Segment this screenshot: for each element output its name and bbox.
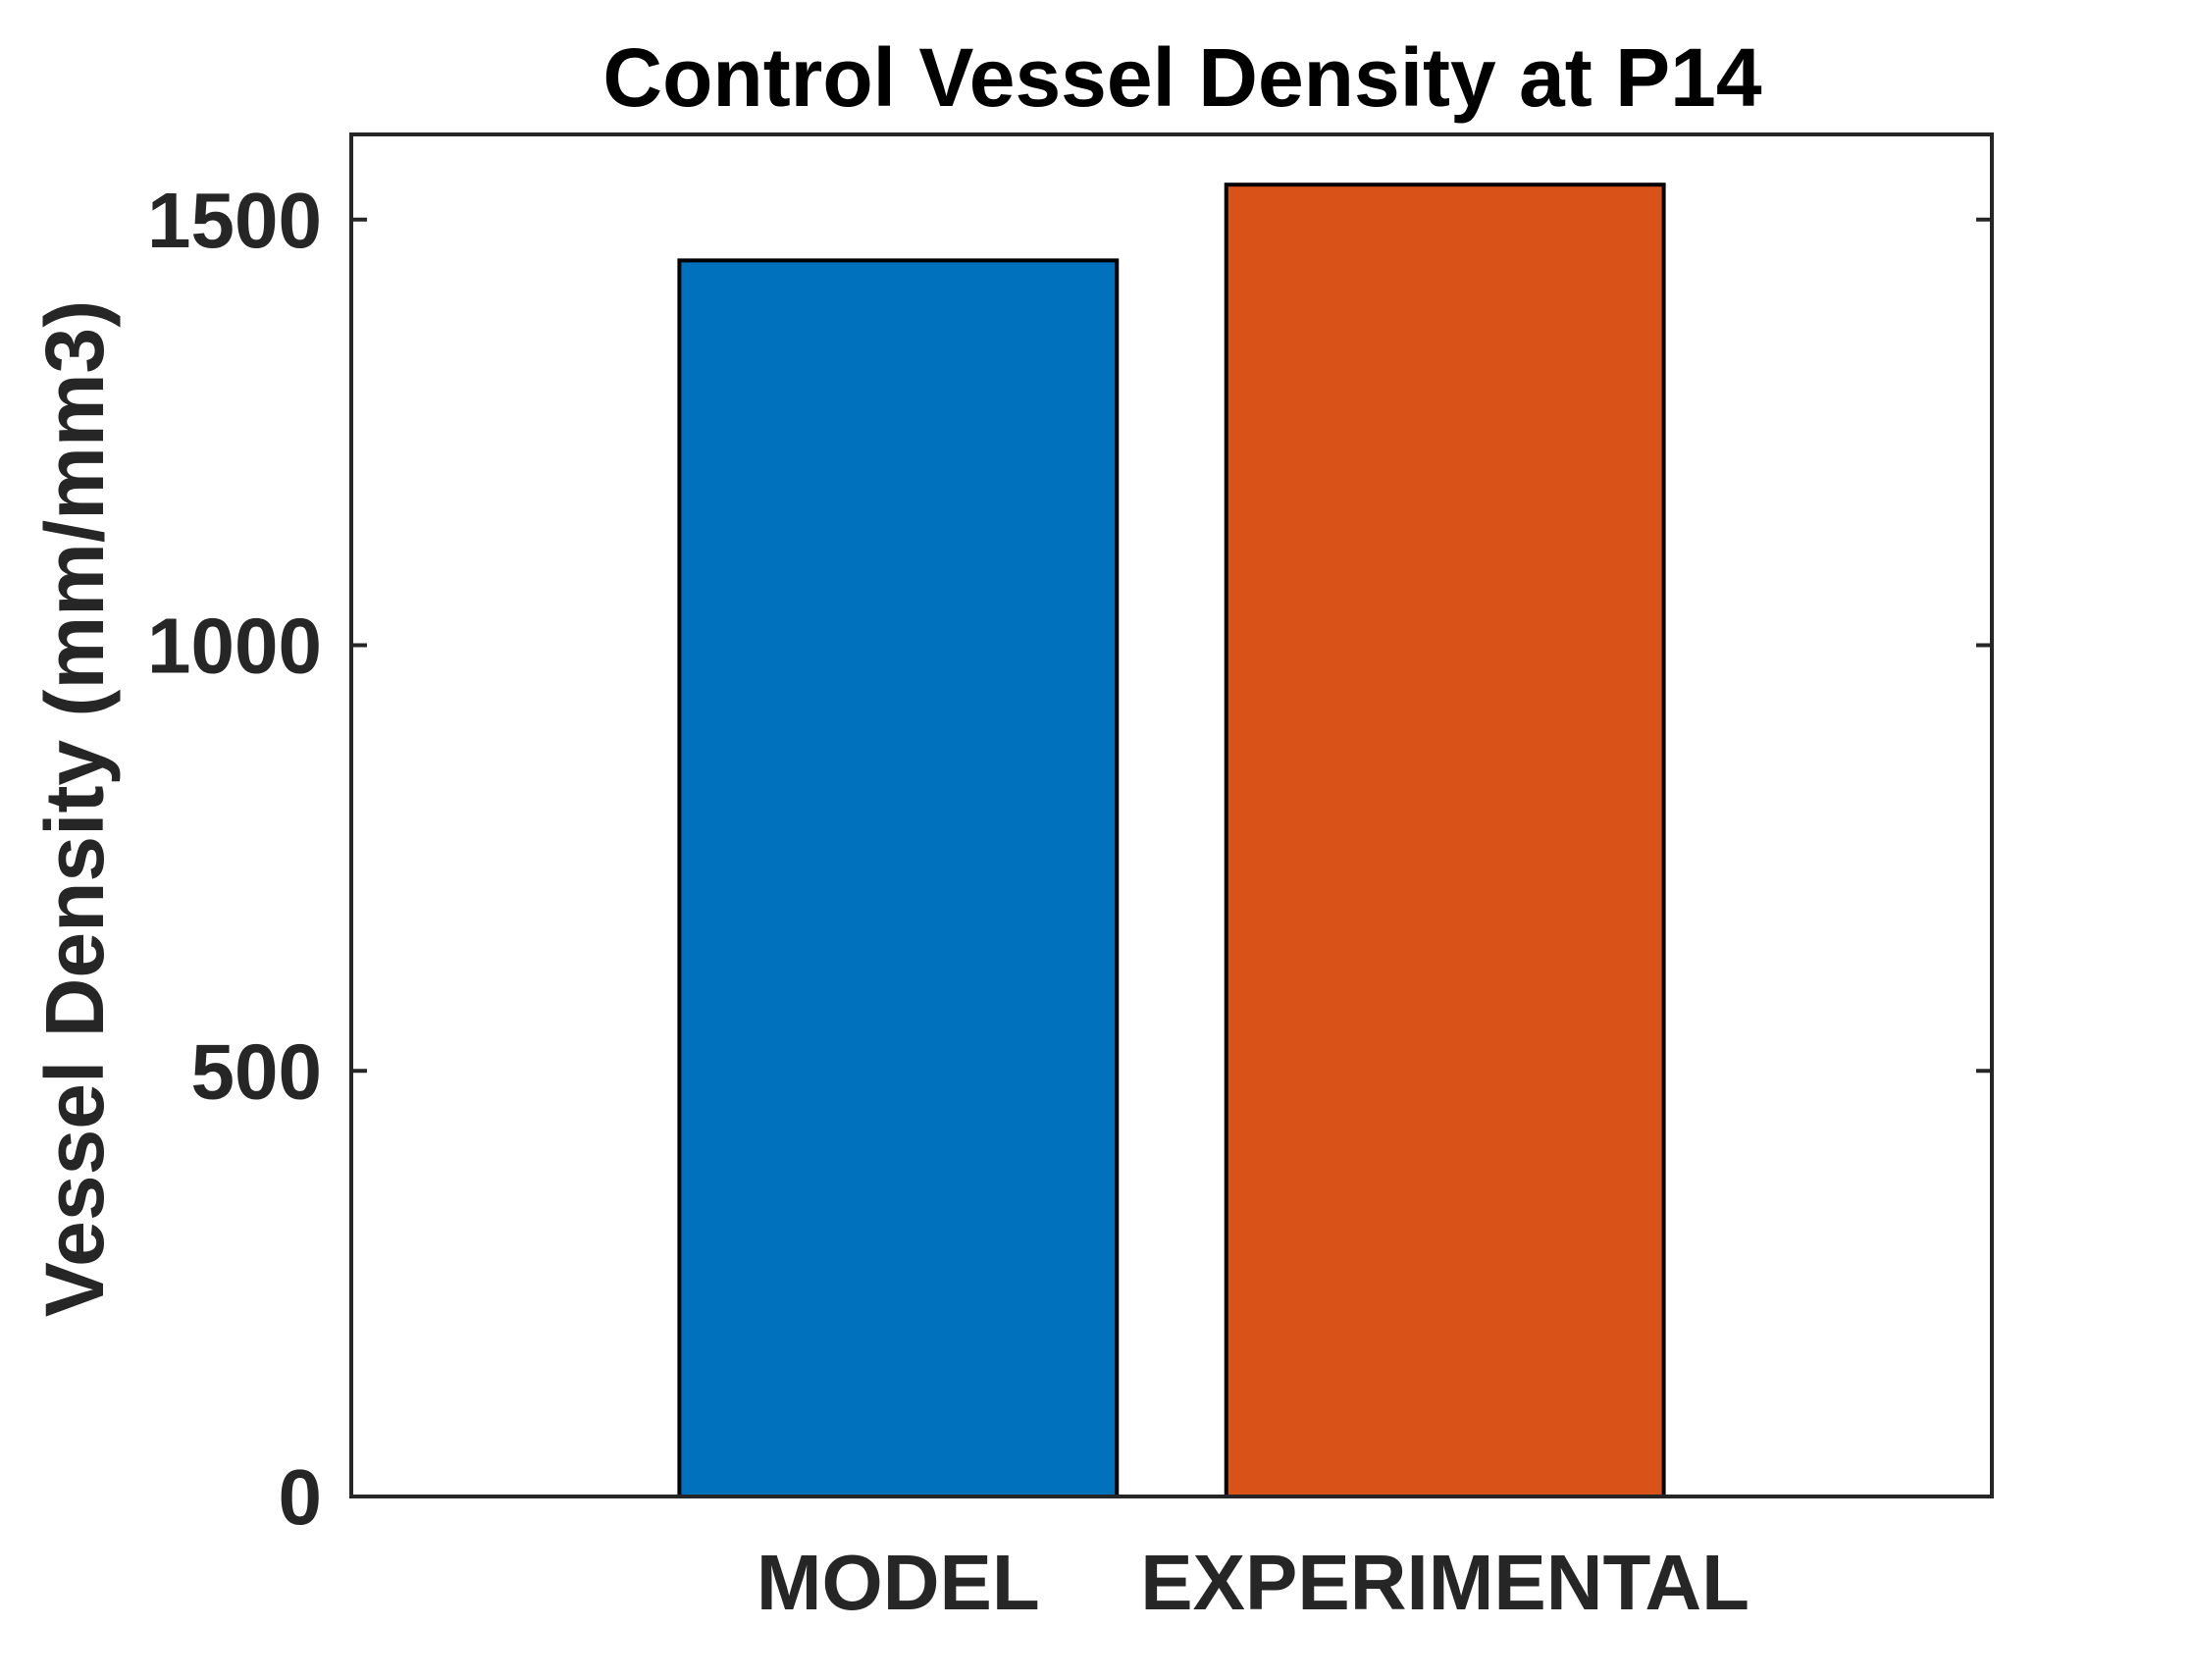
y-tick-label: 500	[191, 1027, 322, 1115]
y-tick-label: 1000	[147, 603, 322, 690]
y-tick-label: 0	[279, 1453, 323, 1541]
y-tick-label: 1500	[147, 177, 322, 264]
bar-model	[677, 258, 1120, 1498]
axes-layer	[349, 132, 1994, 1498]
bar-experimental	[1224, 183, 1666, 1498]
ticks-layer: 0 500 1000 1500 MODEL EXPERIMENTAL	[147, 177, 1992, 1626]
y-axis-label: Vessel Density (mm/mm3)	[28, 300, 121, 1317]
x-tick-label-experimental: EXPERIMENTAL	[1140, 1539, 1749, 1626]
chart-title: Control Vessel Density at P14	[602, 31, 1761, 124]
bars-layer	[677, 183, 1666, 1498]
axes-box	[349, 132, 1994, 1498]
x-tick-label-model: MODEL	[757, 1539, 1040, 1626]
